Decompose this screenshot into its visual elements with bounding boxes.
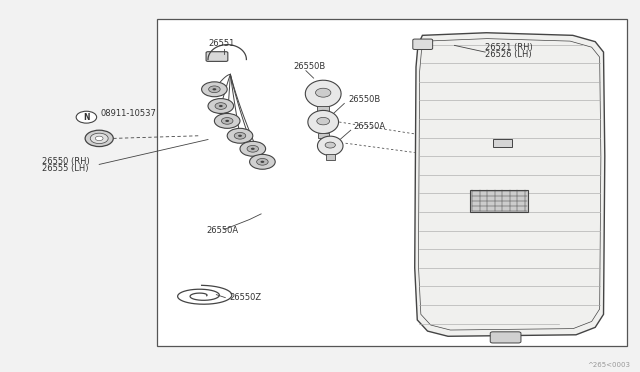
Circle shape	[221, 118, 233, 124]
Bar	[157, 19, 627, 346]
Text: 26555 (LH): 26555 (LH)	[42, 164, 88, 173]
Circle shape	[316, 88, 331, 97]
FancyBboxPatch shape	[317, 106, 330, 112]
Text: 26550B: 26550B	[349, 95, 381, 104]
Text: 26550 (RH): 26550 (RH)	[42, 157, 90, 166]
Text: 26550A: 26550A	[353, 122, 385, 131]
Polygon shape	[415, 33, 605, 336]
Circle shape	[257, 158, 268, 165]
Text: ^265<0003: ^265<0003	[588, 362, 630, 368]
Circle shape	[325, 142, 335, 148]
Circle shape	[234, 132, 246, 139]
Circle shape	[209, 86, 220, 93]
Circle shape	[250, 154, 275, 169]
Circle shape	[219, 105, 223, 107]
FancyBboxPatch shape	[326, 154, 335, 160]
Text: 26550B: 26550B	[293, 62, 325, 71]
Circle shape	[90, 133, 108, 144]
Text: 26521 (RH): 26521 (RH)	[485, 43, 533, 52]
Polygon shape	[308, 110, 339, 134]
Circle shape	[95, 136, 103, 141]
Circle shape	[227, 128, 253, 143]
Circle shape	[240, 141, 266, 156]
Circle shape	[212, 88, 216, 90]
Circle shape	[247, 145, 259, 152]
Circle shape	[85, 130, 113, 147]
Text: N: N	[83, 113, 90, 122]
Circle shape	[208, 99, 234, 113]
Circle shape	[238, 135, 242, 137]
Circle shape	[214, 113, 240, 128]
FancyBboxPatch shape	[318, 132, 328, 138]
Circle shape	[76, 111, 97, 123]
Circle shape	[215, 103, 227, 109]
Polygon shape	[317, 136, 343, 155]
FancyBboxPatch shape	[490, 332, 521, 343]
Circle shape	[260, 161, 264, 163]
Polygon shape	[305, 80, 341, 107]
Circle shape	[317, 118, 330, 125]
Circle shape	[251, 148, 255, 150]
Text: 26551: 26551	[208, 39, 234, 48]
FancyBboxPatch shape	[493, 139, 512, 147]
Text: 08911-10537: 08911-10537	[100, 109, 156, 118]
Text: 26550Z: 26550Z	[229, 293, 261, 302]
FancyBboxPatch shape	[413, 39, 433, 49]
FancyBboxPatch shape	[206, 52, 228, 61]
Text: 26526 (LH): 26526 (LH)	[485, 49, 532, 58]
Text: 26550A: 26550A	[206, 225, 238, 234]
Circle shape	[202, 82, 227, 97]
Circle shape	[225, 120, 229, 122]
FancyBboxPatch shape	[470, 190, 528, 212]
